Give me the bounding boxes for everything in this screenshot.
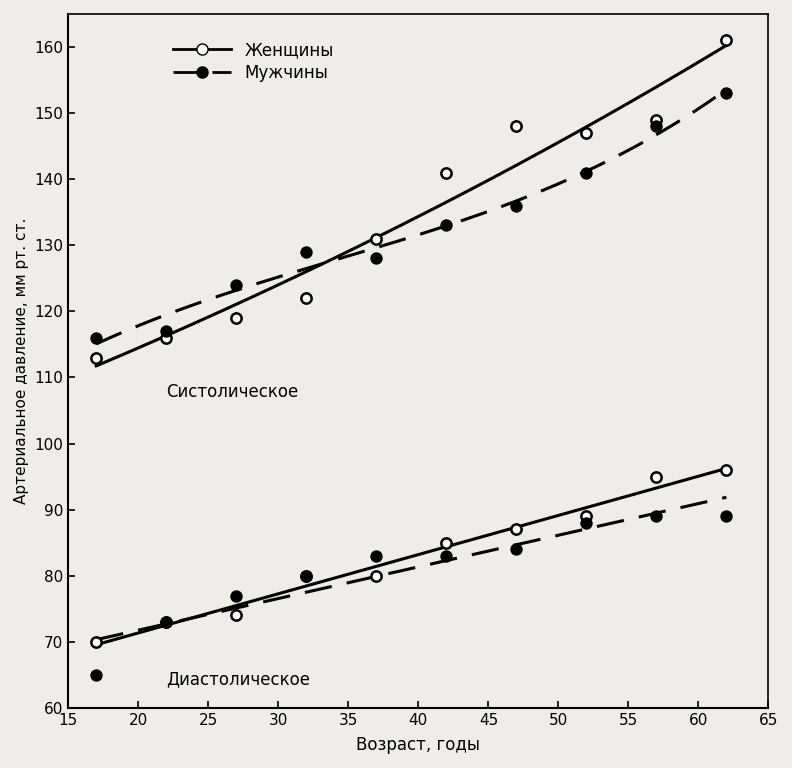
Point xyxy=(300,570,313,582)
Point xyxy=(440,550,453,562)
Point xyxy=(580,127,592,139)
Point xyxy=(720,510,733,522)
X-axis label: Возраст, годы: Возраст, годы xyxy=(356,736,481,754)
Point xyxy=(580,517,592,529)
Point xyxy=(720,87,733,99)
Point xyxy=(440,167,453,179)
Point xyxy=(230,279,242,291)
Point xyxy=(230,609,242,621)
Point xyxy=(300,292,313,304)
Point xyxy=(510,200,523,212)
Point xyxy=(230,589,242,601)
Point xyxy=(300,246,313,258)
Point xyxy=(650,114,663,126)
Point xyxy=(370,550,383,562)
Point xyxy=(440,219,453,231)
Point xyxy=(650,471,663,483)
Point xyxy=(300,570,313,582)
Point xyxy=(230,312,242,324)
Point xyxy=(370,570,383,582)
Point xyxy=(370,253,383,265)
Point xyxy=(510,543,523,555)
Text: Диастолическое: Диастолическое xyxy=(166,670,310,689)
Point xyxy=(720,464,733,476)
Point xyxy=(510,120,523,132)
Legend: Женщины, Мужчины: Женщины, Мужчины xyxy=(168,36,339,87)
Point xyxy=(370,233,383,245)
Point xyxy=(90,332,103,344)
Point xyxy=(90,669,103,681)
Point xyxy=(160,325,173,337)
Text: Систолическое: Систолическое xyxy=(166,383,299,401)
Point xyxy=(580,167,592,179)
Point xyxy=(440,537,453,549)
Point xyxy=(650,120,663,132)
Point xyxy=(160,616,173,628)
Point xyxy=(650,510,663,522)
Point xyxy=(720,35,733,47)
Point xyxy=(510,523,523,535)
Point xyxy=(580,510,592,522)
Y-axis label: Артериальное давление, мм рт. ст.: Артериальное давление, мм рт. ст. xyxy=(14,217,29,504)
Point xyxy=(90,352,103,364)
Point xyxy=(160,616,173,628)
Point xyxy=(90,636,103,648)
Point xyxy=(160,332,173,344)
